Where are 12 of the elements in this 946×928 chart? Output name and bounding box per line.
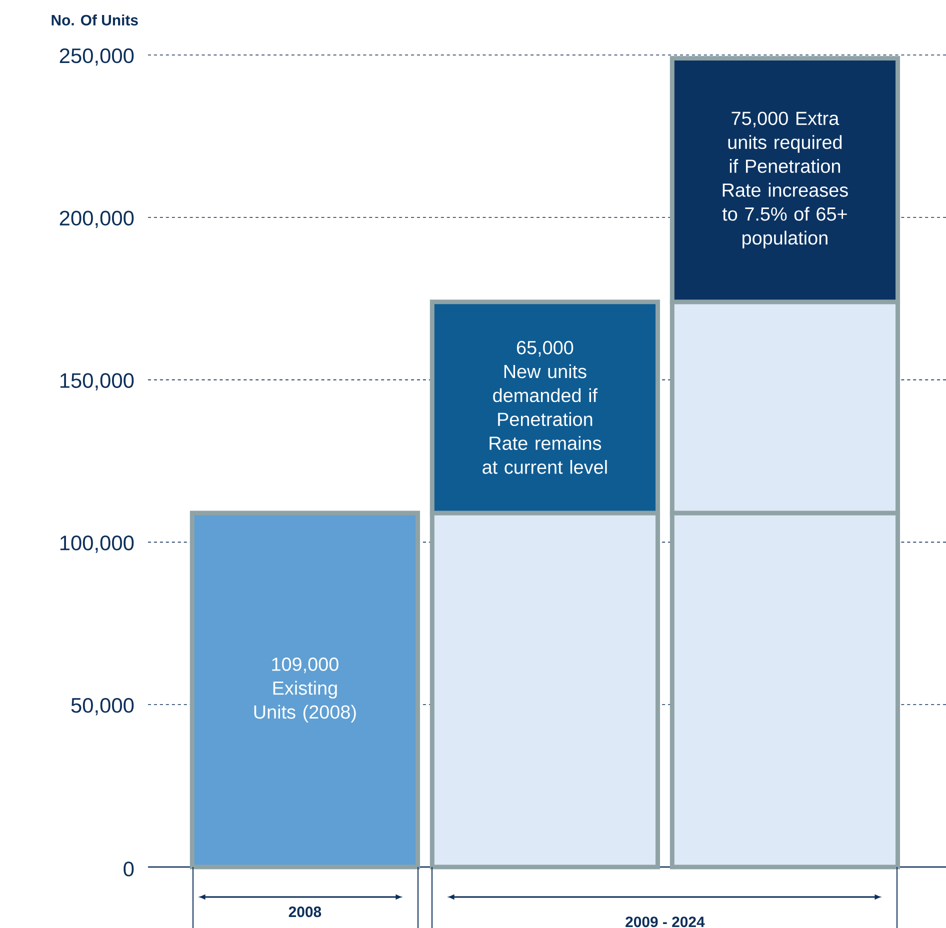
x-tick-label: 2008 xyxy=(288,906,322,918)
y-axis-title: No. Of Units xyxy=(52,14,138,26)
data-label: 109,000 Existing Units (2008) xyxy=(254,658,356,722)
y-tick-label: 150,000 xyxy=(60,373,134,390)
y-tick-label: 0 xyxy=(124,862,134,876)
y-tick-label: 250,000 xyxy=(60,48,134,66)
text: 2009 - 2024 xyxy=(626,916,705,928)
y-tick-label: 100,000 xyxy=(60,536,134,553)
data-label: 75,000 Extra units required if Penetration Rate increases to 7.5% of 65+ population xyxy=(722,112,848,248)
data-label: 65,000 New units demanded if Penetration Rate remains at current level xyxy=(482,340,607,474)
y-tick-label: 50,000 xyxy=(71,698,134,716)
y-tick-label: 200,000 xyxy=(60,210,134,228)
